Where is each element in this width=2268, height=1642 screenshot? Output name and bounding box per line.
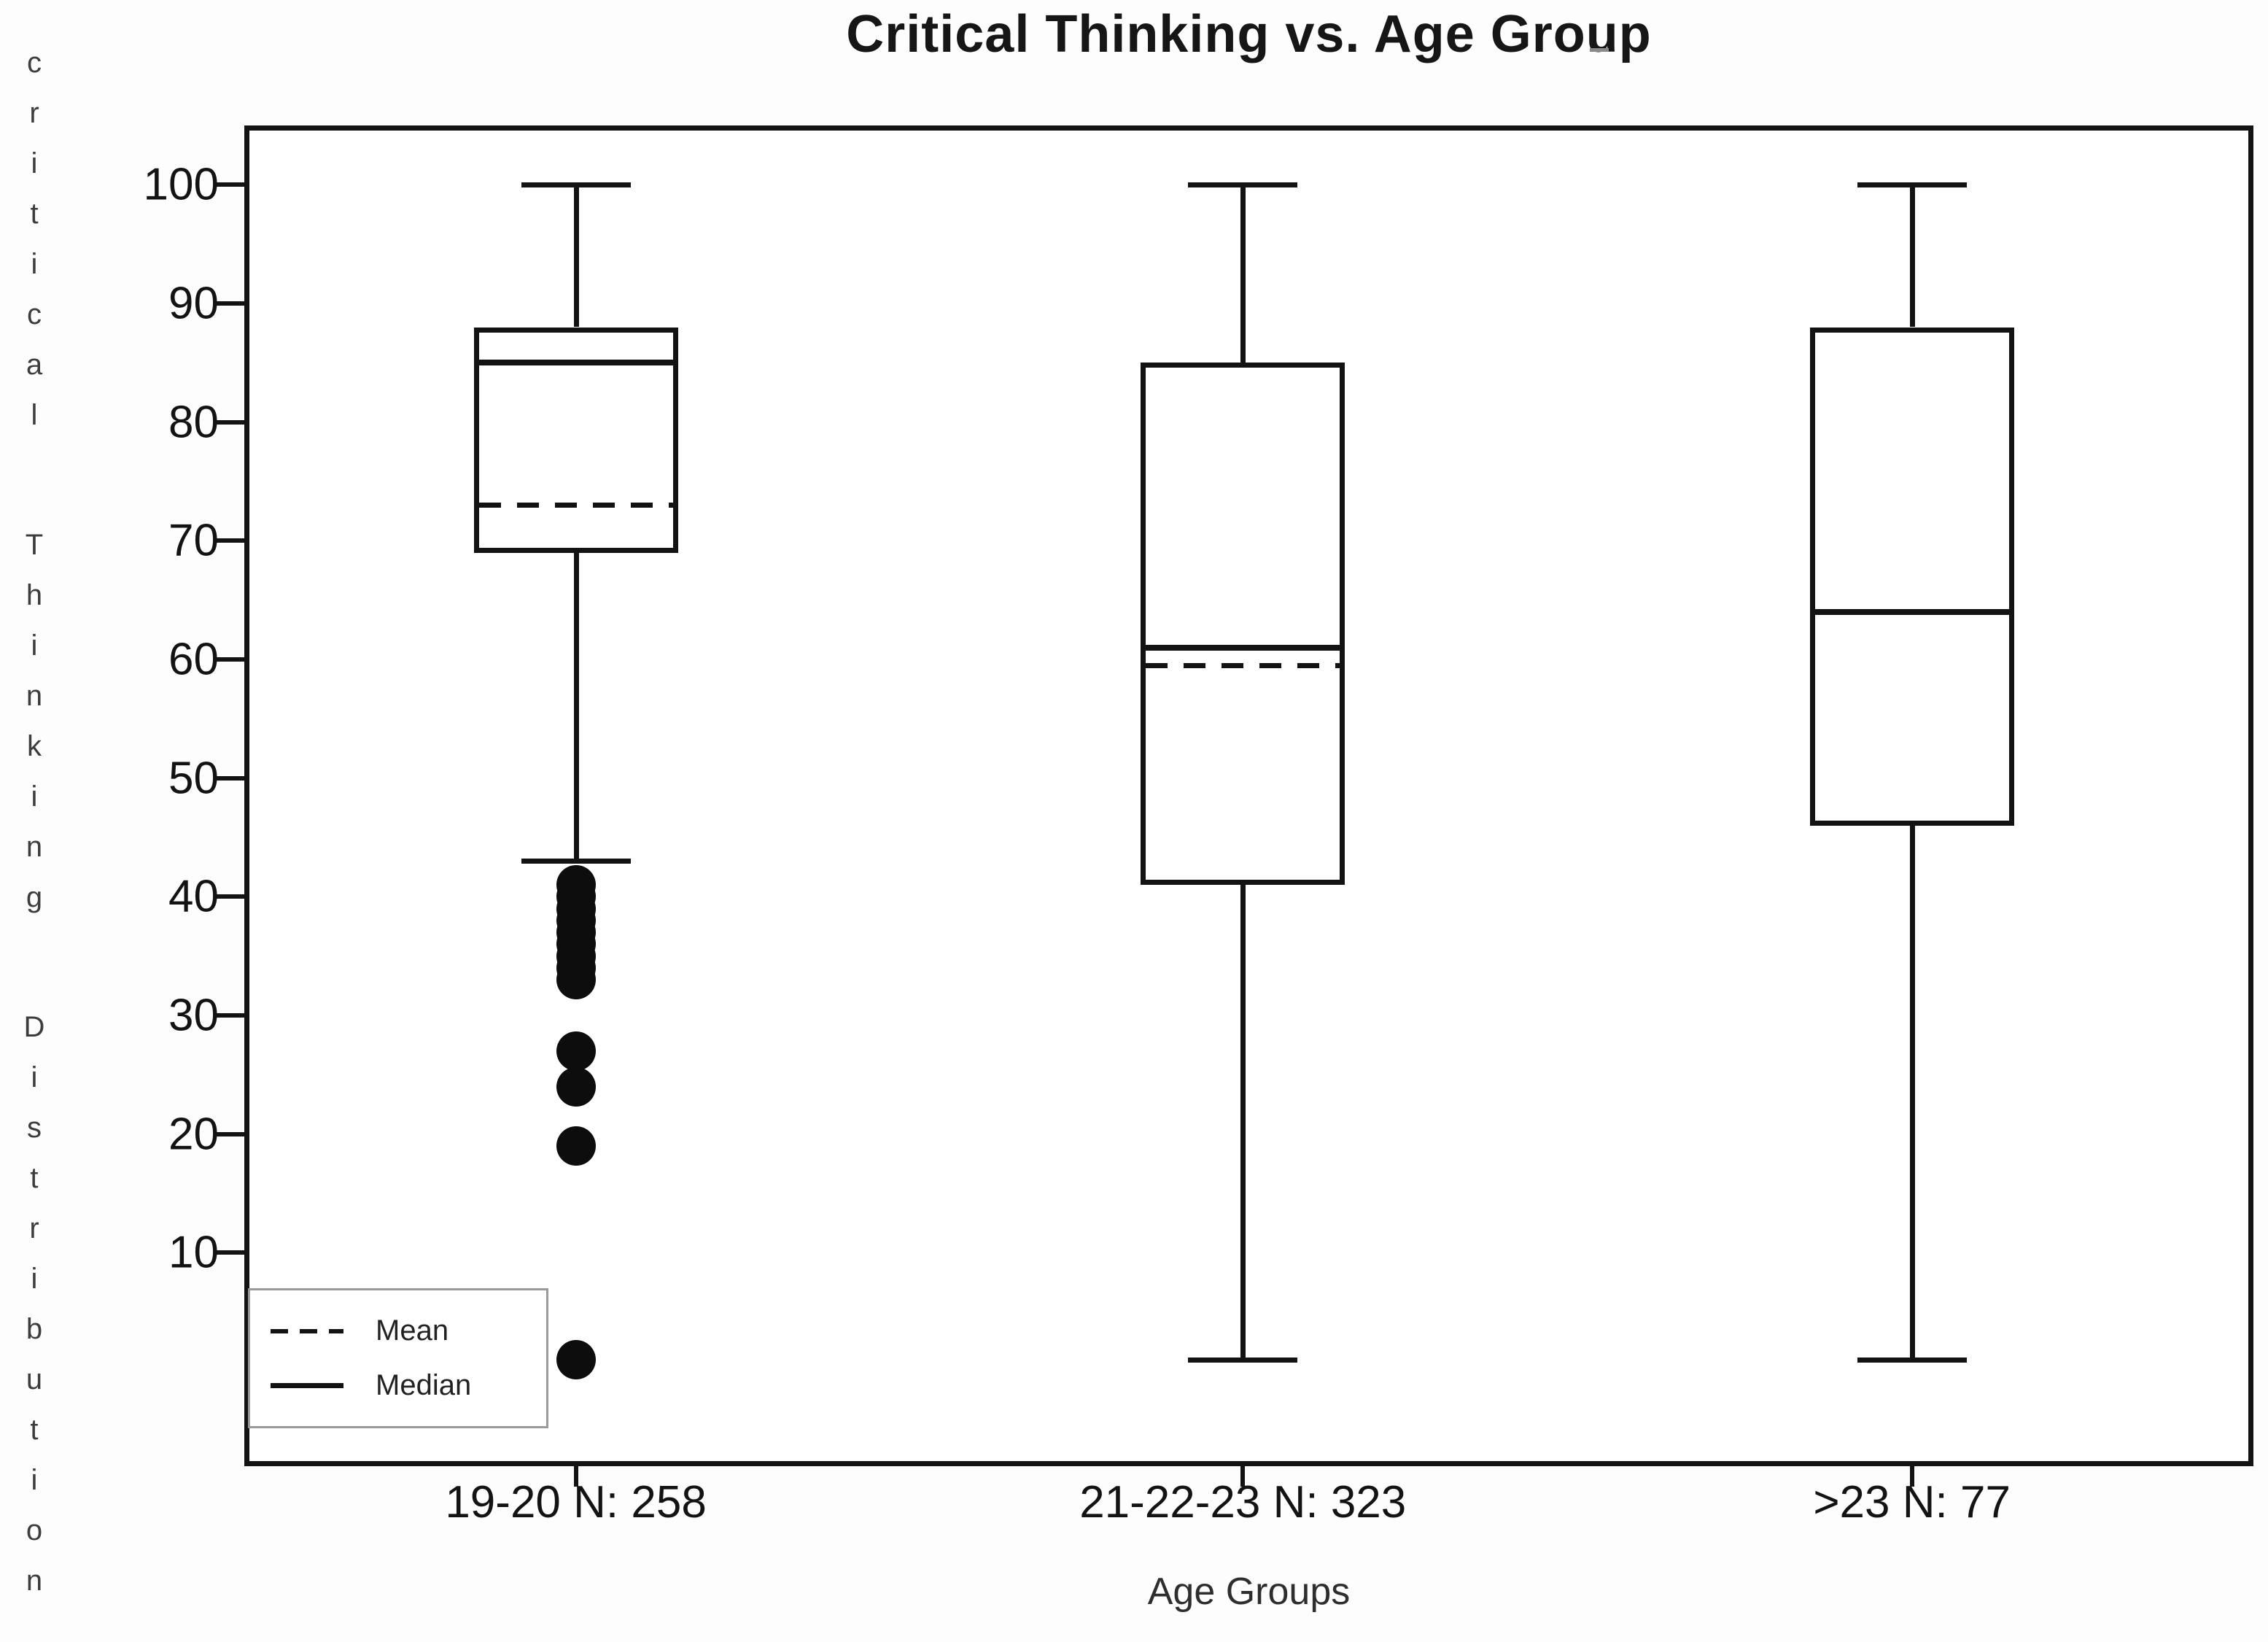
- outlier-dot: [556, 1339, 596, 1379]
- y-axis-letter: r: [29, 97, 39, 129]
- y-tick-mark: [215, 1012, 244, 1018]
- y-axis-letter: s: [26, 1112, 42, 1144]
- outlier-dot: [556, 1066, 596, 1107]
- whisker-cap-top: [1857, 182, 1967, 188]
- outlier-dot: [556, 960, 596, 1000]
- median-line: [1146, 644, 1340, 651]
- y-axis-letter: i: [31, 147, 38, 179]
- legend-entry-mean: Mean: [271, 1314, 526, 1347]
- median-line: [478, 360, 673, 366]
- y-axis-letter: i: [31, 781, 38, 813]
- y-axis-letter: n: [26, 831, 43, 863]
- y-axis-letter: i: [31, 1061, 38, 1093]
- y-tick-mark: [215, 419, 244, 425]
- whisker-lower: [1240, 884, 1246, 1360]
- y-axis-letter: t: [30, 198, 39, 230]
- scan-artifact-dash: [1590, 48, 1609, 52]
- mean-line: [1814, 609, 2009, 615]
- legend-entry-median: Median: [271, 1369, 526, 1402]
- outlier-dot: [556, 1126, 596, 1166]
- y-tick-label: 90: [168, 278, 219, 329]
- mean-line: [1146, 663, 1340, 669]
- y-axis-letter: c: [27, 298, 42, 330]
- x-tick-label: >23 N: 77: [1813, 1477, 2011, 1527]
- whisker-cap-top: [521, 182, 631, 188]
- whisker-cap-bottom: [1188, 1357, 1298, 1363]
- y-axis-letter: n: [26, 1565, 43, 1597]
- y-tick-label: 80: [168, 397, 219, 448]
- whisker-cap-bottom: [521, 859, 631, 864]
- chart-title: Critical Thinking vs. Age Group: [846, 5, 1652, 63]
- y-axis-letter: D: [23, 1011, 45, 1043]
- y-tick-label: 40: [168, 871, 219, 922]
- legend-label-median: Median: [376, 1369, 472, 1401]
- y-tick-mark: [215, 657, 244, 662]
- legend: Mean Median: [248, 1288, 548, 1428]
- y-tick-label: 100: [143, 159, 219, 210]
- y-axis-letter: h: [26, 579, 43, 611]
- y-tick-mark: [215, 1131, 244, 1136]
- x-tick-label: 19-20 N: 258: [445, 1477, 707, 1527]
- y-axis-letter: c: [27, 47, 42, 79]
- y-axis-letter: i: [31, 630, 38, 662]
- whisker-upper: [573, 185, 579, 328]
- y-tick-mark: [215, 301, 244, 306]
- y-tick-mark: [215, 1250, 244, 1255]
- whisker-lower: [573, 552, 579, 861]
- x-tick-mark: [1909, 1466, 1914, 1487]
- whisker-upper: [1240, 185, 1246, 363]
- y-axis-letter: i: [31, 1464, 38, 1496]
- whisker-upper: [1909, 185, 1915, 328]
- y-axis-letter: l: [31, 399, 38, 431]
- legend-label-mean: Mean: [376, 1314, 449, 1347]
- x-tick-mark: [1240, 1466, 1246, 1487]
- y-tick-mark: [215, 538, 244, 543]
- whisker-cap-top: [1188, 182, 1298, 188]
- iqr-box: [1809, 327, 2014, 826]
- mean-line: [478, 503, 673, 508]
- y-axis-letter: r: [29, 1212, 39, 1244]
- y-axis-letter: a: [26, 349, 43, 381]
- y-axis-letter: g: [26, 881, 43, 913]
- y-tick-mark: [215, 775, 244, 781]
- iqr-box: [1141, 363, 1345, 885]
- y-axis-letter: b: [26, 1313, 43, 1345]
- y-axis-letter: i: [31, 248, 38, 280]
- x-tick-mark: [573, 1466, 578, 1487]
- whisker-lower: [1909, 825, 1915, 1360]
- y-tick-label: 50: [168, 753, 219, 804]
- y-tick-label: 10: [168, 1227, 219, 1278]
- y-tick-mark: [215, 182, 244, 187]
- mean-dashed-line-sample: [271, 1328, 343, 1333]
- y-tick-label: 30: [168, 990, 219, 1041]
- y-tick-label: 20: [168, 1109, 219, 1160]
- median-solid-line-sample: [271, 1383, 343, 1388]
- y-axis-letter: t: [30, 1414, 39, 1446]
- y-axis-letter: u: [26, 1363, 43, 1395]
- whisker-cap-bottom: [1857, 1357, 1967, 1363]
- x-axis-title: Age Groups: [1147, 1571, 1351, 1613]
- y-axis-letter: i: [31, 1263, 38, 1295]
- y-axis-letter: t: [30, 1162, 39, 1194]
- y-axis-letter: T: [25, 529, 44, 561]
- y-axis-letter: n: [26, 680, 43, 712]
- y-tick-label: 70: [168, 515, 219, 566]
- y-tick-mark: [215, 894, 244, 899]
- y-tick-label: 60: [168, 634, 219, 685]
- y-axis-letter: k: [27, 730, 42, 762]
- x-tick-label: 21-22-23 N: 323: [1079, 1477, 1407, 1527]
- outlier-dot: [556, 1031, 596, 1071]
- y-axis-letter: o: [26, 1514, 43, 1546]
